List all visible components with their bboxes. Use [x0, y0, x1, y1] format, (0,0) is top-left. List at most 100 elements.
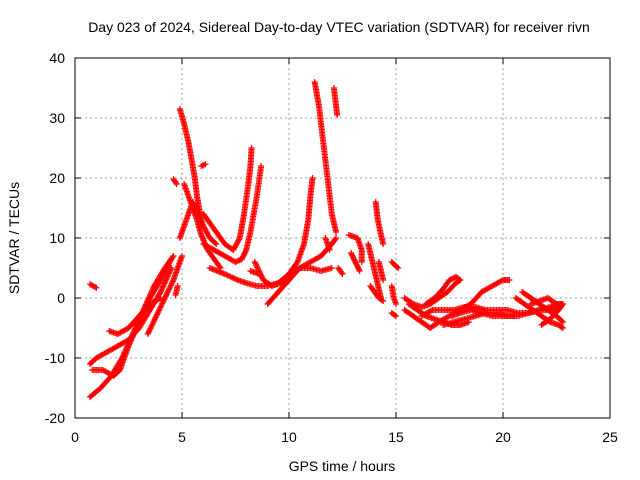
data-point: [356, 266, 363, 273]
data-point: [242, 248, 249, 255]
data-point: [259, 274, 266, 281]
x-axis-label: GPS time / hours: [289, 458, 396, 474]
data-point: [148, 322, 155, 329]
data-point: [157, 303, 164, 310]
data-point: [167, 282, 174, 289]
series-t31: [388, 310, 399, 319]
data-point: [174, 283, 181, 289]
data-point: [253, 263, 260, 270]
data-point: [168, 265, 175, 271]
data-point: [169, 279, 176, 286]
data-point: [158, 301, 165, 308]
series-t24: [348, 250, 363, 274]
data-point: [147, 325, 154, 332]
data-point: [339, 271, 346, 277]
chart-title: Day 023 of 2024, Sidereal Day-to-day VTE…: [88, 19, 590, 35]
series-t7: [170, 176, 180, 187]
data-point: [168, 281, 175, 288]
y-tick-label: 20: [49, 170, 65, 186]
data-point: [559, 325, 566, 331]
data-point: [156, 306, 163, 313]
data-point: [179, 253, 185, 259]
data-point: [160, 297, 167, 304]
y-tick-label: 0: [57, 290, 65, 306]
series-t19: [311, 79, 340, 235]
data-point: [159, 300, 166, 307]
data-point: [152, 314, 159, 321]
data-point: [258, 163, 265, 169]
data-point: [380, 241, 387, 247]
series-t40: [519, 289, 566, 325]
series-t4: [106, 295, 164, 337]
data-point: [256, 271, 263, 277]
data-point: [159, 299, 166, 306]
series-t41: [527, 295, 566, 307]
y-axis-label: SDTVAR / TECUs: [6, 182, 22, 294]
data-point: [332, 236, 339, 243]
data-point: [155, 307, 162, 314]
y-tick-label: 10: [49, 230, 65, 246]
data-point: [168, 256, 175, 262]
data-point: [293, 260, 300, 267]
data-point: [161, 295, 168, 301]
series-t16: [251, 175, 316, 289]
data-point: [155, 308, 162, 315]
series-t18: [264, 235, 340, 307]
data-point: [156, 290, 163, 297]
data-point: [326, 247, 333, 253]
y-tick-label: -10: [45, 350, 65, 366]
data-point: [379, 297, 386, 304]
data-point: [164, 289, 171, 296]
data-point: [172, 179, 179, 186]
data-series: [86, 79, 566, 400]
x-tick-label: 20: [495, 429, 511, 445]
data-point: [153, 313, 160, 319]
y-tick-label: -20: [45, 410, 65, 426]
data-point: [165, 288, 172, 295]
data-point: [161, 296, 168, 303]
series-t30: [388, 283, 399, 307]
data-point: [154, 310, 161, 317]
data-point: [380, 277, 387, 283]
series-t26: [367, 283, 387, 304]
data-point: [251, 259, 258, 265]
data-point: [395, 265, 402, 271]
grid: [75, 58, 610, 418]
series-t17: [247, 268, 263, 277]
data-point: [334, 112, 341, 118]
data-point: [559, 302, 566, 309]
data-point: [156, 295, 163, 302]
data-point: [456, 276, 463, 283]
data-point: [428, 307, 435, 314]
series-t22: [335, 265, 346, 277]
data-point: [93, 284, 100, 291]
data-point: [391, 312, 398, 319]
data-point: [380, 298, 387, 304]
data-point: [358, 259, 365, 265]
series-t42: [538, 301, 566, 328]
data-point: [213, 241, 220, 247]
data-point: [146, 328, 153, 335]
series-t35: [422, 274, 464, 307]
y-tick-label: 40: [49, 50, 65, 66]
data-point: [92, 284, 99, 291]
data-point: [252, 260, 259, 267]
series-t5: [144, 253, 185, 337]
x-tick-label: 5: [178, 429, 186, 445]
data-point: [202, 161, 209, 168]
data-point: [216, 263, 223, 270]
data-point: [498, 277, 505, 284]
data-point: [173, 181, 180, 187]
data-point: [393, 301, 399, 307]
y-tick-label: 30: [49, 110, 65, 126]
data-point: [559, 301, 566, 307]
data-point: [153, 311, 160, 318]
data-point: [157, 304, 164, 311]
data-point: [169, 278, 176, 285]
data-point: [253, 261, 260, 268]
x-tick-label: 10: [281, 429, 297, 445]
data-point: [248, 145, 255, 151]
data-point: [144, 331, 151, 337]
x-tick-label: 0: [71, 429, 79, 445]
